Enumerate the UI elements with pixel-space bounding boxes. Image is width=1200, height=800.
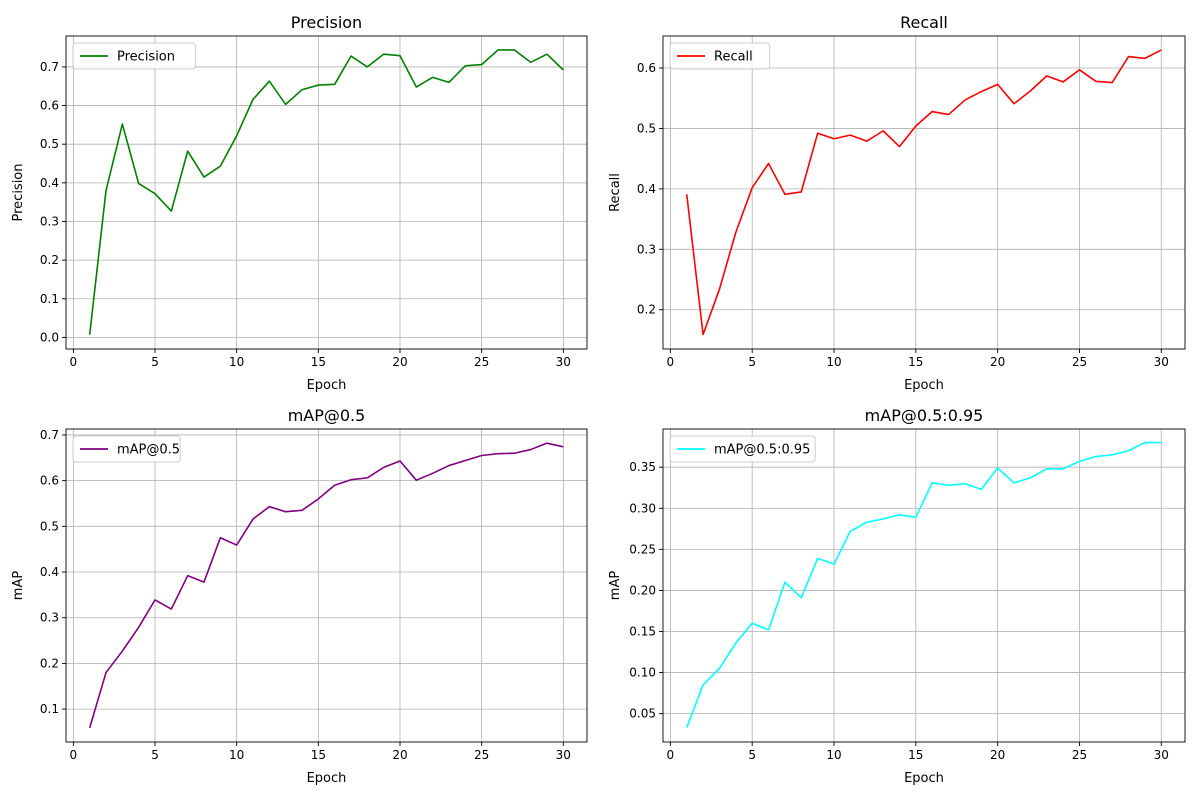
x-tick-label: 5 [151, 355, 159, 369]
x-tick-label: 15 [311, 355, 326, 369]
x-tick-label: 10 [229, 748, 244, 762]
y-tick-label: 0.6 [40, 474, 59, 488]
y-tick-label: 0.25 [629, 542, 656, 556]
y-tick-label: 0.2 [637, 303, 656, 317]
axes-frame [662, 428, 1186, 743]
x-tick-label: 0 [70, 355, 78, 369]
y-tick-label: 0.7 [40, 60, 59, 74]
axes-frame [662, 35, 1186, 350]
legend: mAP@0.5:0.95 [669, 435, 816, 463]
x-tick-label: 15 [908, 355, 923, 369]
x-tick-label: 20 [392, 748, 407, 762]
legend-box [669, 42, 771, 70]
x-tick-label: 20 [990, 355, 1005, 369]
axes-frame [65, 428, 588, 743]
y-tick-label: 0.05 [629, 707, 656, 721]
legend-label: mAP@0.5 [117, 443, 180, 458]
x-tick-label: 15 [908, 748, 923, 762]
x-tick-label: 10 [826, 748, 841, 762]
chart-panel-3: 0 5 10 15 20 25 30 0.1 0.2 0.3 0.4 0.5 0.6 0.7 mAP@0.5… [11, 406, 588, 786]
x-tick-label: 5 [748, 748, 756, 762]
y-tick-label: 0.5 [40, 519, 59, 533]
legend-label: mAP@0.5:0.95 [714, 443, 810, 458]
chart-panel-1: 0 5 10 15 20 25 30 0.0 0.1 0.2 0.3 0.4 0.5 0.6 0.7 Prec… [11, 13, 588, 393]
y-axis-label: Precision [11, 163, 26, 221]
x-tick-label: 25 [474, 355, 489, 369]
y-tick-label: 0.4 [40, 176, 59, 190]
y-tick-label: 0.3 [40, 611, 59, 625]
x-tick-label: 25 [474, 748, 489, 762]
x-tick-label: 0 [667, 355, 675, 369]
y-tick-label: 0.4 [637, 182, 656, 196]
y-tick-label: 0.6 [40, 99, 59, 113]
y-tick-label: 0.0 [40, 330, 59, 344]
series-line-1 [685, 441, 1162, 728]
x-tick-label: 25 [1072, 748, 1087, 762]
y-tick-label: 0.3 [637, 242, 656, 256]
legend-box [72, 42, 196, 70]
series-line-1 [88, 442, 564, 729]
axes-frame [65, 35, 588, 350]
y-tick-label: 0.1 [40, 292, 59, 306]
x-axis-label: Epoch [307, 378, 347, 393]
x-tick-label: 10 [826, 355, 841, 369]
legend-label: Precision [117, 50, 175, 65]
y-tick-label: 0.15 [629, 625, 656, 639]
legend: mAP@0.5 [72, 435, 181, 463]
y-tick-label: 0.1 [40, 702, 59, 716]
chart-title: Precision [291, 13, 362, 32]
series-line-1 [88, 49, 564, 335]
y-tick-label: 0.5 [637, 121, 656, 135]
y-tick-label: 0.4 [40, 565, 59, 579]
x-tick-label: 20 [392, 355, 407, 369]
y-axis-label: mAP [608, 571, 623, 601]
x-tick-label: 30 [556, 748, 571, 762]
y-tick-label: 0.2 [40, 656, 59, 670]
y-tick-label: 0.20 [629, 583, 656, 597]
y-tick-label: 0.6 [637, 61, 656, 75]
x-axis-label: Epoch [904, 378, 944, 393]
y-tick-label: 0.10 [629, 666, 656, 680]
chart-title: mAP@0.5 [288, 406, 366, 425]
x-tick-label: 30 [1154, 748, 1169, 762]
x-axis-label: Epoch [904, 771, 944, 786]
y-axis-label: Recall [608, 173, 623, 212]
chart-panel-2: 0 5 10 15 20 25 30 0.2 0.3 0.4 0.5 0.6 Recall Epoch Re… [608, 13, 1186, 393]
legend-box [72, 435, 181, 463]
y-tick-label: 0.3 [40, 214, 59, 228]
legend-label: Recall [714, 50, 753, 65]
chart-title: mAP@0.5:0.95 [865, 406, 984, 425]
y-tick-label: 0.2 [40, 253, 59, 267]
y-tick-label: 0.35 [629, 460, 656, 474]
x-tick-label: 30 [1154, 355, 1169, 369]
series-line-1 [685, 49, 1162, 336]
x-tick-label: 25 [1072, 355, 1087, 369]
y-axis-label: mAP [11, 571, 26, 601]
x-tick-label: 5 [748, 355, 756, 369]
legend: Precision [72, 42, 196, 70]
x-tick-label: 0 [667, 748, 675, 762]
x-tick-label: 0 [70, 748, 78, 762]
y-tick-label: 0.5 [40, 137, 59, 151]
chart-panel-4: 0 5 10 15 20 25 30 0.05 0.10 0.15 0.20 0.25 0.30 0.35… [608, 406, 1186, 786]
chart-title: Recall [900, 13, 948, 32]
y-tick-label: 0.30 [629, 501, 656, 515]
x-tick-label: 20 [990, 748, 1005, 762]
x-tick-label: 15 [311, 748, 326, 762]
legend: Recall [669, 42, 771, 70]
x-tick-label: 30 [556, 355, 571, 369]
y-tick-label: 0.7 [40, 428, 59, 442]
x-axis-label: Epoch [307, 771, 347, 786]
x-tick-label: 10 [229, 355, 244, 369]
x-tick-label: 5 [151, 748, 159, 762]
legend-box [669, 435, 816, 463]
